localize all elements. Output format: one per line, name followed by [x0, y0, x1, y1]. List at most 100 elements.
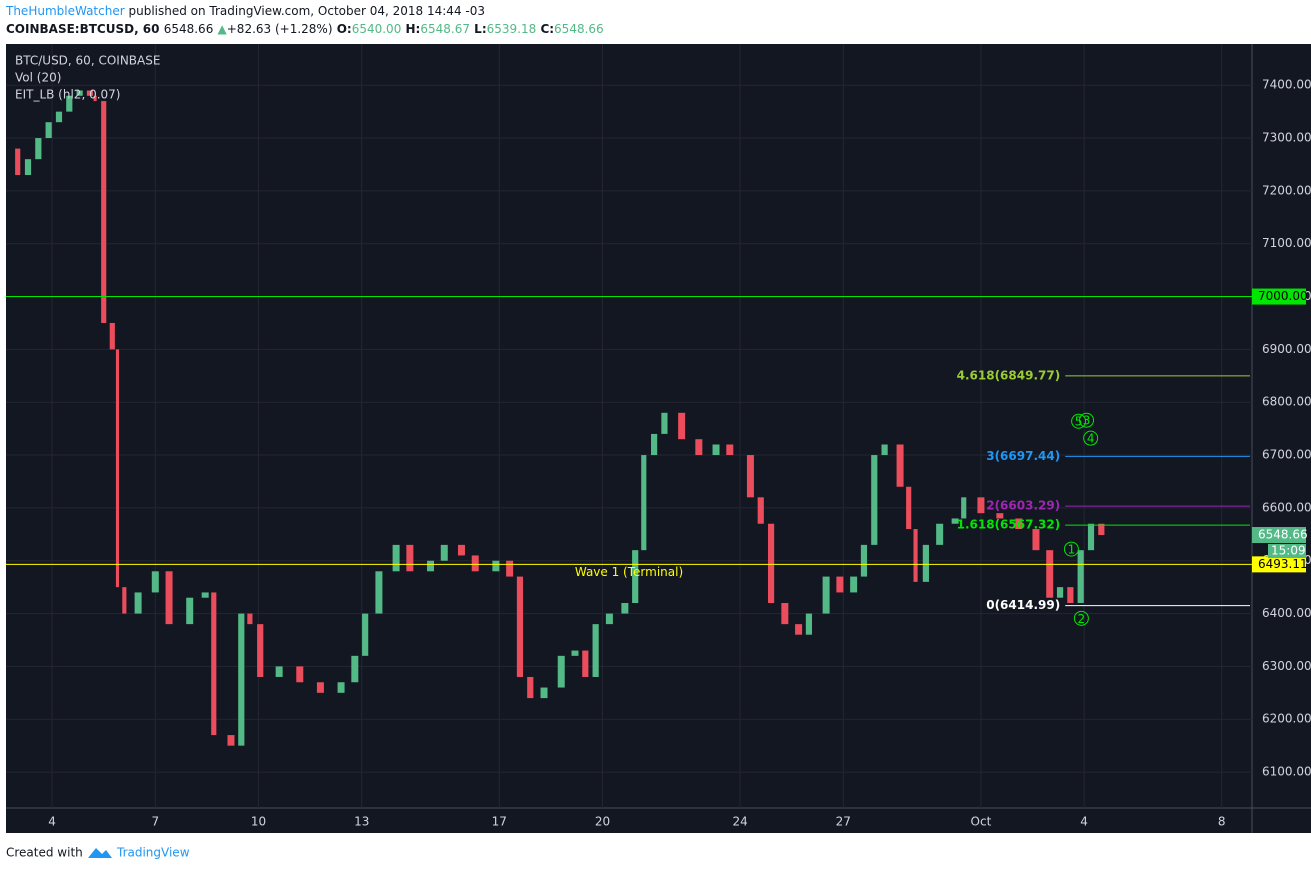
- l-label: L:: [474, 22, 486, 36]
- legend-item: EIT_LB (hl2, 0.07): [15, 88, 120, 102]
- candle: [24, 159, 32, 176]
- x-tick-label: 24: [732, 815, 747, 829]
- candle: [257, 624, 264, 677]
- candle: [406, 544, 414, 572]
- level-label: Wave 1 (Terminal): [575, 565, 683, 579]
- candle: [1015, 518, 1023, 530]
- price: 6548.66: [164, 22, 214, 36]
- candle: [109, 322, 115, 350]
- candle: [1087, 523, 1095, 551]
- candle: [76, 90, 83, 96]
- candle: [767, 523, 775, 603]
- candle: [15, 148, 21, 176]
- o-value: 6540.00: [352, 22, 402, 36]
- candle: [557, 655, 565, 688]
- x-tick-label: Oct: [971, 815, 992, 829]
- candle: [1077, 550, 1084, 603]
- candle: [115, 349, 120, 588]
- symbol: COINBASE:BTCUSD, 60: [6, 22, 160, 36]
- candle: [746, 455, 754, 498]
- fib-label: 2(6603.29): [986, 499, 1060, 513]
- x-tick-label: 8: [1218, 815, 1226, 829]
- author[interactable]: TheHumbleWatcher: [5, 4, 125, 18]
- y-tick-label: 6700.00: [1262, 448, 1311, 462]
- candle: [506, 560, 514, 577]
- candle: [122, 587, 127, 614]
- candle: [641, 455, 647, 551]
- x-tick-label: 13: [354, 815, 369, 829]
- y-tick-label: 6800.00: [1262, 395, 1311, 409]
- candle: [795, 624, 803, 635]
- wave-label: 1: [1068, 543, 1076, 557]
- candle: [440, 544, 448, 561]
- candle: [678, 412, 686, 440]
- candle: [492, 560, 500, 572]
- candle: [695, 439, 703, 456]
- candle: [712, 444, 720, 456]
- candle: [337, 682, 345, 693]
- candle: [35, 138, 42, 160]
- candle: [296, 666, 304, 683]
- candle: [392, 544, 400, 572]
- candle: [201, 592, 209, 598]
- candle: [316, 682, 324, 693]
- candle: [881, 444, 888, 456]
- candle: [1046, 550, 1054, 598]
- candle: [134, 592, 142, 614]
- candle: [951, 518, 959, 524]
- c-value: 6548.66: [554, 22, 604, 36]
- axis-price-label: 6493.11: [1258, 557, 1308, 571]
- axis-price-box: [1252, 556, 1306, 573]
- fib-label: 1.618(6567.32): [957, 518, 1061, 532]
- wave-label: 3: [1083, 414, 1091, 428]
- candle: [45, 122, 52, 139]
- candle: [661, 412, 668, 434]
- candle: [1098, 523, 1105, 536]
- wave-circle: [1079, 412, 1095, 428]
- x-tick-label: 17: [492, 815, 507, 829]
- candle: [238, 613, 245, 746]
- candle: [922, 544, 929, 582]
- y-tick-label: 7100.00: [1262, 236, 1311, 250]
- candle: [55, 111, 63, 123]
- candle: [351, 655, 359, 683]
- candle: [726, 444, 734, 456]
- candle: [822, 576, 830, 614]
- candle: [151, 571, 159, 593]
- candle: [211, 592, 217, 736]
- wave-circle: [1063, 541, 1079, 557]
- candle: [375, 571, 383, 614]
- candle: [1067, 587, 1074, 603]
- fib-label: 4.618(6849.77): [957, 368, 1061, 382]
- footer-brand[interactable]: TradingView: [116, 846, 190, 860]
- candle: [1056, 587, 1064, 598]
- candle: [836, 576, 844, 593]
- candle: [582, 650, 589, 677]
- tradingview-logo: [88, 848, 112, 858]
- candle: [186, 597, 194, 625]
- candle: [871, 455, 878, 545]
- c-label: C:: [540, 22, 554, 36]
- countdown-box: [1268, 544, 1306, 559]
- change: +82.63 (+1.28%): [227, 22, 333, 36]
- candle: [651, 433, 658, 456]
- candle: [605, 613, 613, 625]
- wave-label: 2: [1078, 612, 1086, 626]
- header-line: TheHumbleWatcher published on TradingVie…: [5, 4, 485, 18]
- wave-circle: [1071, 413, 1087, 429]
- h-value: 6548.67: [420, 22, 470, 36]
- last-price-label: 6548.66: [1258, 528, 1308, 542]
- y-tick-label: 7200.00: [1262, 183, 1311, 197]
- candle: [757, 497, 764, 524]
- candle: [93, 95, 97, 102]
- legend-item: BTC/USD, 60, COINBASE: [15, 54, 160, 68]
- candle: [1032, 529, 1040, 551]
- candle: [227, 735, 235, 746]
- x-tick-label: 20: [595, 815, 610, 829]
- wave-circle: [1083, 430, 1099, 446]
- candle: [896, 444, 904, 487]
- candle: [936, 523, 944, 545]
- candle: [592, 624, 599, 677]
